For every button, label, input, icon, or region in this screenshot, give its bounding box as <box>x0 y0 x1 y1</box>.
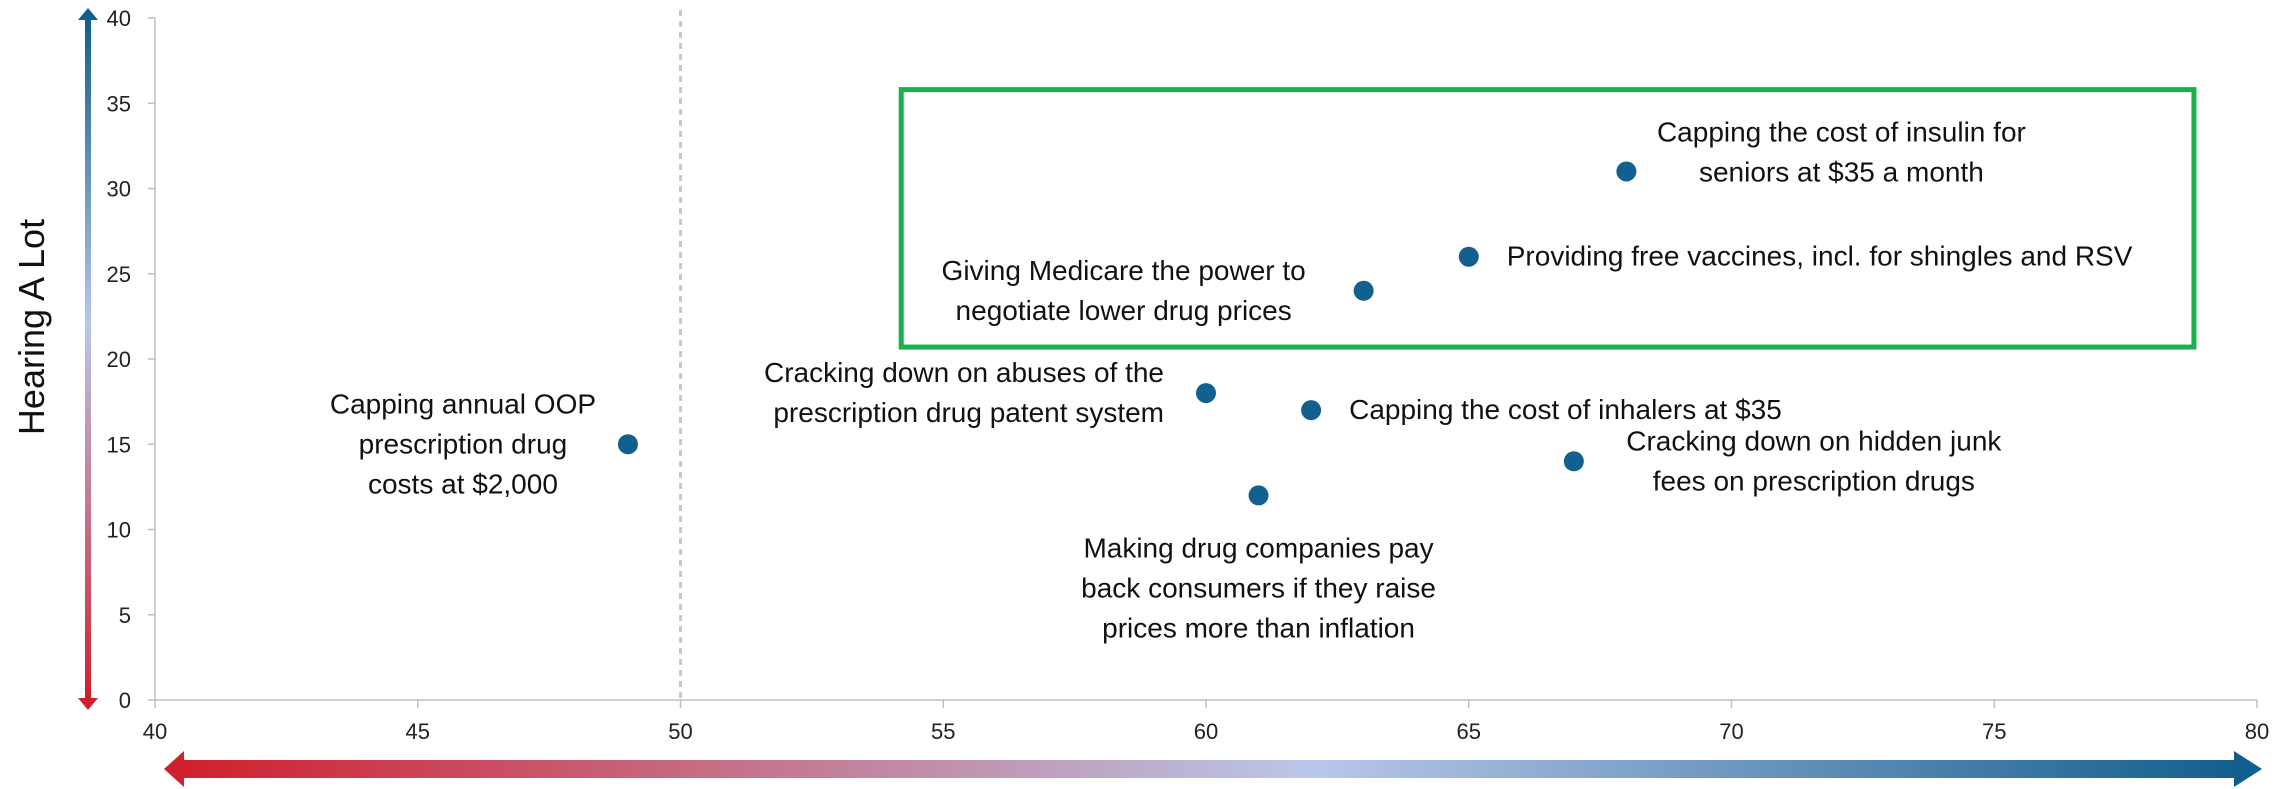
y-gradient-arrow <box>78 8 98 710</box>
point-label-line: negotiate lower drug prices <box>956 295 1292 326</box>
data-point <box>617 434 638 455</box>
x-tick-label: 65 <box>1457 719 1481 744</box>
point-label-line: back consumers if they raise <box>1081 572 1436 603</box>
highlight-box <box>898 87 2197 350</box>
data-point <box>1616 161 1637 182</box>
y-tick-label: 0 <box>119 688 131 713</box>
point-labels: Capping annual OOP prescription drug costs… <box>330 116 2133 643</box>
x-tick-label: 45 <box>406 719 430 744</box>
y-tick-label: 40 <box>107 6 131 31</box>
point-label-line: fees on prescription drugs <box>1653 465 1975 496</box>
highlight-box-group <box>898 87 2197 350</box>
x-tick-label: 80 <box>2245 719 2269 744</box>
point-label-line: Providing free vaccines, incl. for shing… <box>1507 241 2133 272</box>
y-tick-label: 5 <box>119 603 131 628</box>
point-label-line: Giving Medicare the power to <box>942 255 1306 286</box>
data-point <box>1248 485 1269 506</box>
point-label-line: Making drug companies pay <box>1083 532 1433 563</box>
y-tick-label: 10 <box>107 518 131 543</box>
point-label-line: prescription drug <box>359 428 568 459</box>
x-tick-label: 60 <box>1194 719 1218 744</box>
x-tick-label: 50 <box>668 719 692 744</box>
x-tick-label: 55 <box>931 719 955 744</box>
point-label-line: costs at $2,000 <box>368 468 558 499</box>
y-axis-title: Hearing A Lot <box>11 219 52 435</box>
x-tick-label: 75 <box>1982 719 2006 744</box>
data-point <box>1196 383 1216 404</box>
data-point <box>1353 280 1374 301</box>
point-label-line: seniors at $35 a month <box>1699 156 1984 187</box>
point-label-line: Capping the cost of insulin for <box>1657 116 2026 147</box>
point-label-line: Capping annual OOP <box>330 388 596 419</box>
point-label-line: Cracking down on hidden junk <box>1626 425 2002 456</box>
x-tick-label: 70 <box>1719 719 1743 744</box>
point-label-line: prices more than inflation <box>1102 612 1415 643</box>
y-tick-label: 30 <box>107 177 131 202</box>
y-tick-label: 15 <box>107 432 131 457</box>
point-label-line: Capping the cost of inhalers at $35 <box>1349 394 1782 425</box>
data-point <box>1563 451 1584 472</box>
point-label-line: prescription drug patent system <box>773 397 1164 428</box>
axis-ticks: 40 45 50 55 60 65 70 75 80 0 5 10 15 20 25 30 35 40 <box>107 6 2270 744</box>
x-tick-label: 40 <box>143 719 167 744</box>
x-gradient-arrow <box>164 751 2262 787</box>
data-point <box>1301 400 1322 421</box>
y-tick-label: 25 <box>107 262 131 287</box>
y-tick-label: 35 <box>107 91 131 116</box>
data-point <box>1458 246 1479 267</box>
data-points <box>617 161 1637 506</box>
y-tick-label: 20 <box>107 347 131 372</box>
point-label-line: Cracking down on abuses of the <box>764 357 1164 388</box>
